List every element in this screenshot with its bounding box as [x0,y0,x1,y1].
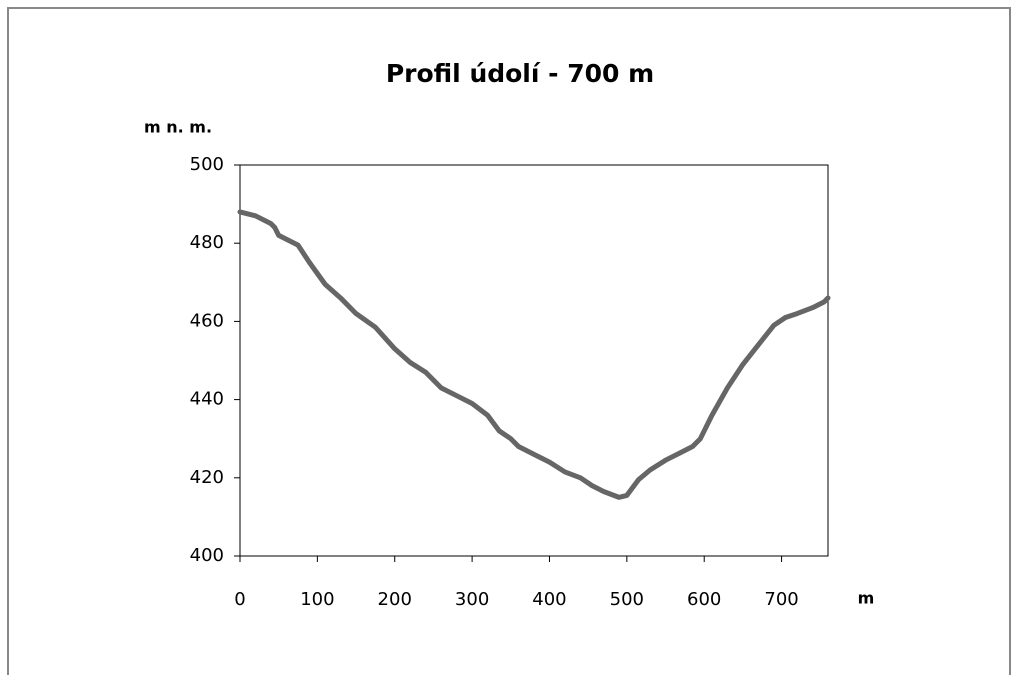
y-axis-label: m n. m. [144,118,212,137]
x-tick-label: 100 [300,589,334,610]
x-tick-label: 500 [610,589,644,610]
y-tick-label: 480 [190,232,224,253]
chart-title: Profil údolí - 700 m [386,59,654,88]
x-tick-label: 300 [455,589,489,610]
x-tick-label: 700 [764,589,798,610]
x-axis-label: m [858,589,875,608]
y-tick-label: 400 [190,545,224,566]
x-tick-label: 200 [378,589,412,610]
y-tick-label: 440 [190,389,224,410]
x-tick-label: 0 [234,589,245,610]
x-tick-label: 400 [532,589,566,610]
plot-area [239,164,829,557]
y-tick-label: 420 [190,467,224,488]
y-tick-label: 460 [190,310,224,331]
y-tick-label: 500 [190,154,224,175]
x-tick-label: 600 [687,589,721,610]
frame [7,7,1011,675]
line [237,209,831,500]
